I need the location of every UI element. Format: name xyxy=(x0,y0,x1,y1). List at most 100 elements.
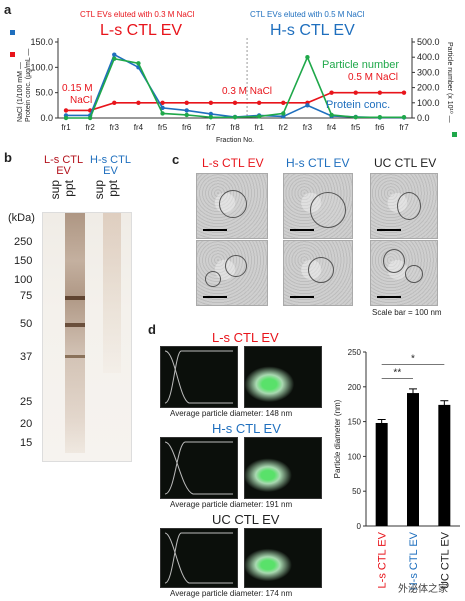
x-tick-label: fr4 xyxy=(134,123,144,132)
panel-a-letter: a xyxy=(4,2,12,17)
annotation-nacl-03: 0.3 M NaCl xyxy=(222,86,272,97)
kda-marker-20: 20 xyxy=(20,418,33,430)
data-point xyxy=(281,100,286,106)
data-point xyxy=(63,108,69,113)
em-title-uc: UC CTL EV xyxy=(374,156,437,170)
annotation-particle-number: Particle number xyxy=(322,59,399,71)
legend-marker-nacl xyxy=(10,52,15,57)
significance-star: * xyxy=(411,354,415,365)
data-point xyxy=(305,103,310,108)
data-point xyxy=(63,115,69,121)
bar-category-label: UC CTL EV xyxy=(439,531,451,589)
y2-axis-label: Particle number (x 10¹⁰ — xyxy=(446,42,454,123)
x-tick-label: fr1 xyxy=(61,123,71,132)
nta-size-plot-hs xyxy=(160,437,238,499)
lane-label-sup-1: sup xyxy=(48,180,62,200)
bar-y-tick-label: 0 xyxy=(357,522,362,531)
data-point xyxy=(256,100,262,106)
lane-label-sup-2: sup xyxy=(92,180,106,200)
kda-marker-15: 15 xyxy=(20,437,33,449)
em-vesicle xyxy=(310,192,346,228)
legend-marker-protein xyxy=(10,30,15,35)
x-tick-label: fr4 xyxy=(327,123,337,132)
panel-a-title-right: H-s CTL EV xyxy=(270,22,355,39)
gel-group-right-line2: EV xyxy=(103,165,118,177)
em-scale-bar xyxy=(377,296,401,298)
x-tick-label: fr5 xyxy=(351,123,361,132)
kda-marker-100: 100 xyxy=(14,274,33,286)
data-point xyxy=(208,115,214,120)
data-point xyxy=(353,90,358,95)
data-point xyxy=(281,111,286,116)
bar xyxy=(407,393,419,526)
data-point xyxy=(281,114,286,119)
data-point xyxy=(136,100,141,106)
data-point xyxy=(208,111,214,117)
annotation-nacl-015-b: NaCl xyxy=(70,95,92,106)
data-point xyxy=(160,111,165,116)
em-scale-bar xyxy=(203,229,227,231)
data-point xyxy=(160,105,165,111)
em-vesicle xyxy=(205,271,221,287)
gel-group-right: H-s CTL EV xyxy=(90,155,131,177)
panel-a-line-chart: 0.0 50.0 100.0 150.0 0.0 100.0 200.0 300.0 400.0… xyxy=(10,30,457,144)
data-point xyxy=(87,115,93,121)
em-vesicle xyxy=(405,265,423,283)
bar-y-tick-label: 150 xyxy=(348,418,362,427)
bar-category-label: H-s CTL EV xyxy=(408,531,420,590)
significance-double-star: ** xyxy=(393,367,401,378)
bar-y-tick-label: 200 xyxy=(348,383,362,392)
panel-a-title-left: L-s CTL EV xyxy=(100,22,183,39)
data-point xyxy=(184,108,189,113)
kda-marker-25: 25 xyxy=(20,396,33,408)
em-scale-bar xyxy=(203,296,227,298)
em-vesicle xyxy=(225,255,247,277)
em-image-uc-bottom xyxy=(370,240,438,306)
nta-title-hs: H-s CTL EV xyxy=(212,421,281,436)
em-scale-bar xyxy=(290,296,314,298)
bar-y-tick-label: 50 xyxy=(352,487,361,496)
em-title-hs: H-s CTL EV xyxy=(286,156,350,170)
data-point xyxy=(112,100,117,106)
y-tick-label: 150.0 xyxy=(30,37,53,47)
lane-label-ppt-2: ppt xyxy=(106,180,120,197)
annotation-protein-conc: Protein conc. xyxy=(326,99,390,111)
panel-a-header-right: CTL EVs eluted with 0.5 M NaCl xyxy=(250,10,365,19)
nta-size-plot-uc xyxy=(160,528,238,588)
em-scale-note: Scale bar = 100 nm xyxy=(372,308,442,317)
data-point xyxy=(184,112,189,118)
kda-marker-50: 50 xyxy=(20,318,33,330)
gel-group-left-line1: L-s CTL xyxy=(44,154,84,166)
kda-marker-150: 150 xyxy=(14,255,33,267)
panel-c-letter: c xyxy=(172,152,180,167)
annotation-nacl-015: 0.15 M xyxy=(62,83,93,94)
bar-category-label: L-s CTL EV xyxy=(377,531,389,588)
y2-tick-label: 0.0 xyxy=(417,113,430,123)
em-image-hs-top xyxy=(283,173,353,239)
annotation-nacl-05: 0.5 M NaCl xyxy=(348,72,398,83)
em-scale-bar xyxy=(377,229,401,231)
panel-d-bar-chart: 0 50 100 150 200 250 Particle diameter (nm) L-s… xyxy=(333,348,460,590)
data-point xyxy=(136,61,141,66)
gel-lane-ppt-left xyxy=(65,213,85,453)
x-tick-label: fr6 xyxy=(375,123,385,132)
y2-tick-label: 500.0 xyxy=(417,37,440,47)
em-vesicle xyxy=(397,192,421,220)
y2-tick-label: 400.0 xyxy=(417,52,440,62)
nta-scatter-ls xyxy=(244,346,322,408)
kda-marker-75: 75 xyxy=(20,290,33,302)
data-point xyxy=(377,115,383,120)
data-point xyxy=(112,56,117,61)
y-tick-label: 50.0 xyxy=(35,88,53,98)
data-point xyxy=(377,90,383,95)
x-tick-label: fr1 xyxy=(254,123,264,132)
panel-b-letter: b xyxy=(4,150,12,165)
data-point xyxy=(160,100,165,106)
gel-group-left-line2: EV xyxy=(56,165,71,177)
gel-lane-labels: sup ppt sup ppt xyxy=(48,180,128,210)
nta-scatter-hs xyxy=(244,437,322,499)
kda-marker-37: 37 xyxy=(20,351,33,363)
data-point xyxy=(401,90,407,95)
y2-tick-label: 300.0 xyxy=(417,67,440,77)
bar xyxy=(375,422,388,526)
